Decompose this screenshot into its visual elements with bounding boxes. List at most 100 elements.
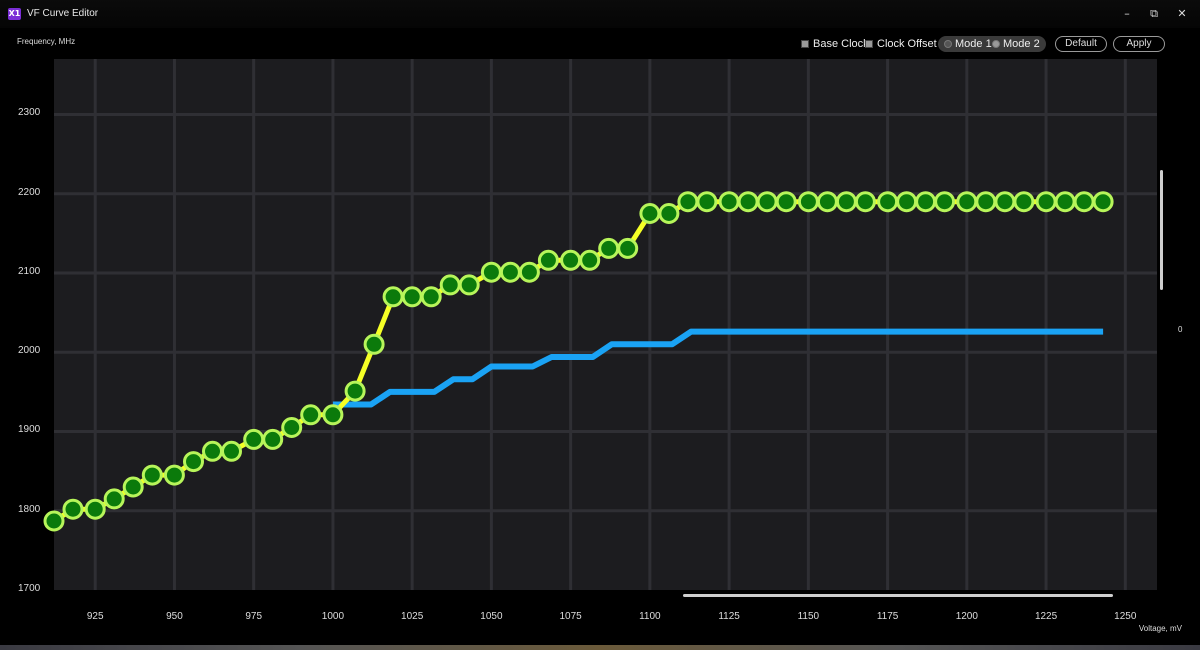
- curve-point[interactable]: [737, 191, 759, 213]
- x-tick-label: 1000: [321, 611, 345, 622]
- curve-point[interactable]: [617, 237, 639, 259]
- curve-point[interactable]: [756, 191, 778, 213]
- curve-point[interactable]: [696, 191, 718, 213]
- curve-point[interactable]: [458, 274, 480, 296]
- base-clock-toggle[interactable]: Base Clock: [801, 36, 869, 52]
- x-tick-label: 1250: [1114, 611, 1137, 622]
- curve-point[interactable]: [1013, 191, 1035, 213]
- mode1-label: Mode 1: [955, 38, 992, 50]
- curve-point[interactable]: [499, 261, 521, 283]
- x-tick-label: 1100: [639, 611, 661, 622]
- maximize-icon[interactable]: ⧉: [1150, 7, 1158, 20]
- x-tick-label: 1200: [955, 611, 978, 622]
- curve-point[interactable]: [658, 203, 680, 224]
- curve-point[interactable]: [934, 191, 956, 213]
- curve-point[interactable]: [560, 249, 582, 271]
- curve-point[interactable]: [1054, 191, 1076, 213]
- y-tick-label: 1800: [18, 503, 41, 515]
- curve-point[interactable]: [420, 286, 442, 308]
- curve-point[interactable]: [141, 464, 163, 486]
- curve-point[interactable]: [221, 440, 242, 462]
- apply-button[interactable]: Apply: [1113, 36, 1165, 52]
- curve-point[interactable]: [835, 191, 857, 213]
- curve-point[interactable]: [344, 380, 366, 402]
- curve-point[interactable]: [322, 404, 344, 426]
- clock-offset-series[interactable]: [43, 191, 1114, 532]
- curve-point[interactable]: [363, 333, 385, 355]
- plot-area: [54, 59, 1157, 590]
- curve-point[interactable]: [994, 191, 1016, 213]
- x-tick-label: 950: [166, 611, 183, 622]
- mode-switch: Mode 1 Mode 2: [938, 36, 1046, 52]
- curve-point[interactable]: [300, 404, 322, 426]
- radio-icon: [992, 40, 1000, 48]
- curve-point[interactable]: [518, 261, 540, 283]
- curve-point[interactable]: [1073, 191, 1095, 213]
- curve-point[interactable]: [62, 498, 84, 520]
- curve-point[interactable]: [84, 498, 106, 520]
- checkbox-icon: [865, 40, 873, 48]
- curve-point[interactable]: [243, 428, 265, 450]
- curve-point[interactable]: [43, 510, 65, 532]
- x-tick-label: 1125: [718, 611, 740, 622]
- base-clock-line: [332, 328, 1104, 408]
- mode2-label: Mode 2: [1003, 38, 1040, 50]
- curve-point[interactable]: [281, 417, 303, 438]
- curve-point[interactable]: [382, 286, 404, 308]
- y-tick-label: 2300: [18, 107, 41, 119]
- curve-point[interactable]: [439, 274, 461, 296]
- base-clock-series: [332, 328, 1104, 408]
- clock-offset-label: Clock Offset: [877, 38, 937, 50]
- x-tick-label: 1025: [401, 611, 424, 622]
- close-icon[interactable]: ✕: [1177, 7, 1187, 20]
- curve-point[interactable]: [816, 191, 838, 213]
- curve-point[interactable]: [797, 191, 819, 213]
- title-bar: X1 VF Curve Editor – ⧉ ✕: [0, 0, 1200, 28]
- curve-point[interactable]: [202, 440, 223, 462]
- y-axis-title: Frequency, MHz: [17, 37, 76, 46]
- curve-point[interactable]: [122, 476, 144, 498]
- curve-point[interactable]: [915, 191, 937, 213]
- y-tick-label: 1900: [18, 424, 41, 436]
- mode1-option[interactable]: Mode 1: [944, 36, 992, 52]
- curve-point[interactable]: [677, 191, 699, 213]
- curve-point[interactable]: [639, 203, 661, 224]
- curve-point[interactable]: [598, 237, 620, 259]
- curve-point[interactable]: [262, 428, 284, 450]
- curve-point[interactable]: [975, 191, 997, 213]
- curve-point[interactable]: [877, 191, 899, 213]
- curve-point[interactable]: [183, 451, 204, 473]
- horizontal-scrollbar[interactable]: [683, 594, 1113, 597]
- offset-value-readout: 0: [1178, 325, 1183, 334]
- x-axis-title: Voltage, mV: [1138, 624, 1182, 633]
- curve-point[interactable]: [1092, 191, 1114, 213]
- y-tick-label: 2200: [18, 186, 41, 198]
- curve-point[interactable]: [956, 191, 978, 213]
- mode2-option[interactable]: Mode 2: [992, 36, 1040, 52]
- app-logo-icon: X1: [8, 8, 21, 20]
- taskbar-strip: [0, 645, 1200, 650]
- minimize-icon[interactable]: –: [1124, 7, 1130, 20]
- curve-point[interactable]: [103, 488, 125, 510]
- curve-point[interactable]: [1035, 191, 1057, 213]
- curve-point[interactable]: [579, 249, 601, 271]
- x-tick-label: 925: [86, 611, 104, 622]
- radio-icon: [944, 40, 952, 48]
- checkbox-icon: [801, 40, 809, 48]
- default-button[interactable]: Default: [1055, 36, 1107, 52]
- x-tick-label: 1150: [797, 611, 820, 622]
- curve-point[interactable]: [537, 249, 559, 271]
- curve-point[interactable]: [480, 261, 502, 283]
- y-tick-label: 2000: [18, 345, 41, 357]
- curve-point[interactable]: [163, 464, 185, 486]
- vertical-scrollbar[interactable]: [1160, 170, 1163, 290]
- curve-point[interactable]: [775, 191, 797, 213]
- curve-point[interactable]: [718, 191, 740, 213]
- y-tick-label: 2100: [18, 265, 41, 277]
- curve-point[interactable]: [854, 191, 876, 213]
- curve-point[interactable]: [401, 286, 423, 308]
- curve-point[interactable]: [896, 191, 918, 213]
- base-clock-label: Base Clock: [813, 38, 869, 50]
- clock-offset-toggle[interactable]: Clock Offset: [865, 36, 937, 52]
